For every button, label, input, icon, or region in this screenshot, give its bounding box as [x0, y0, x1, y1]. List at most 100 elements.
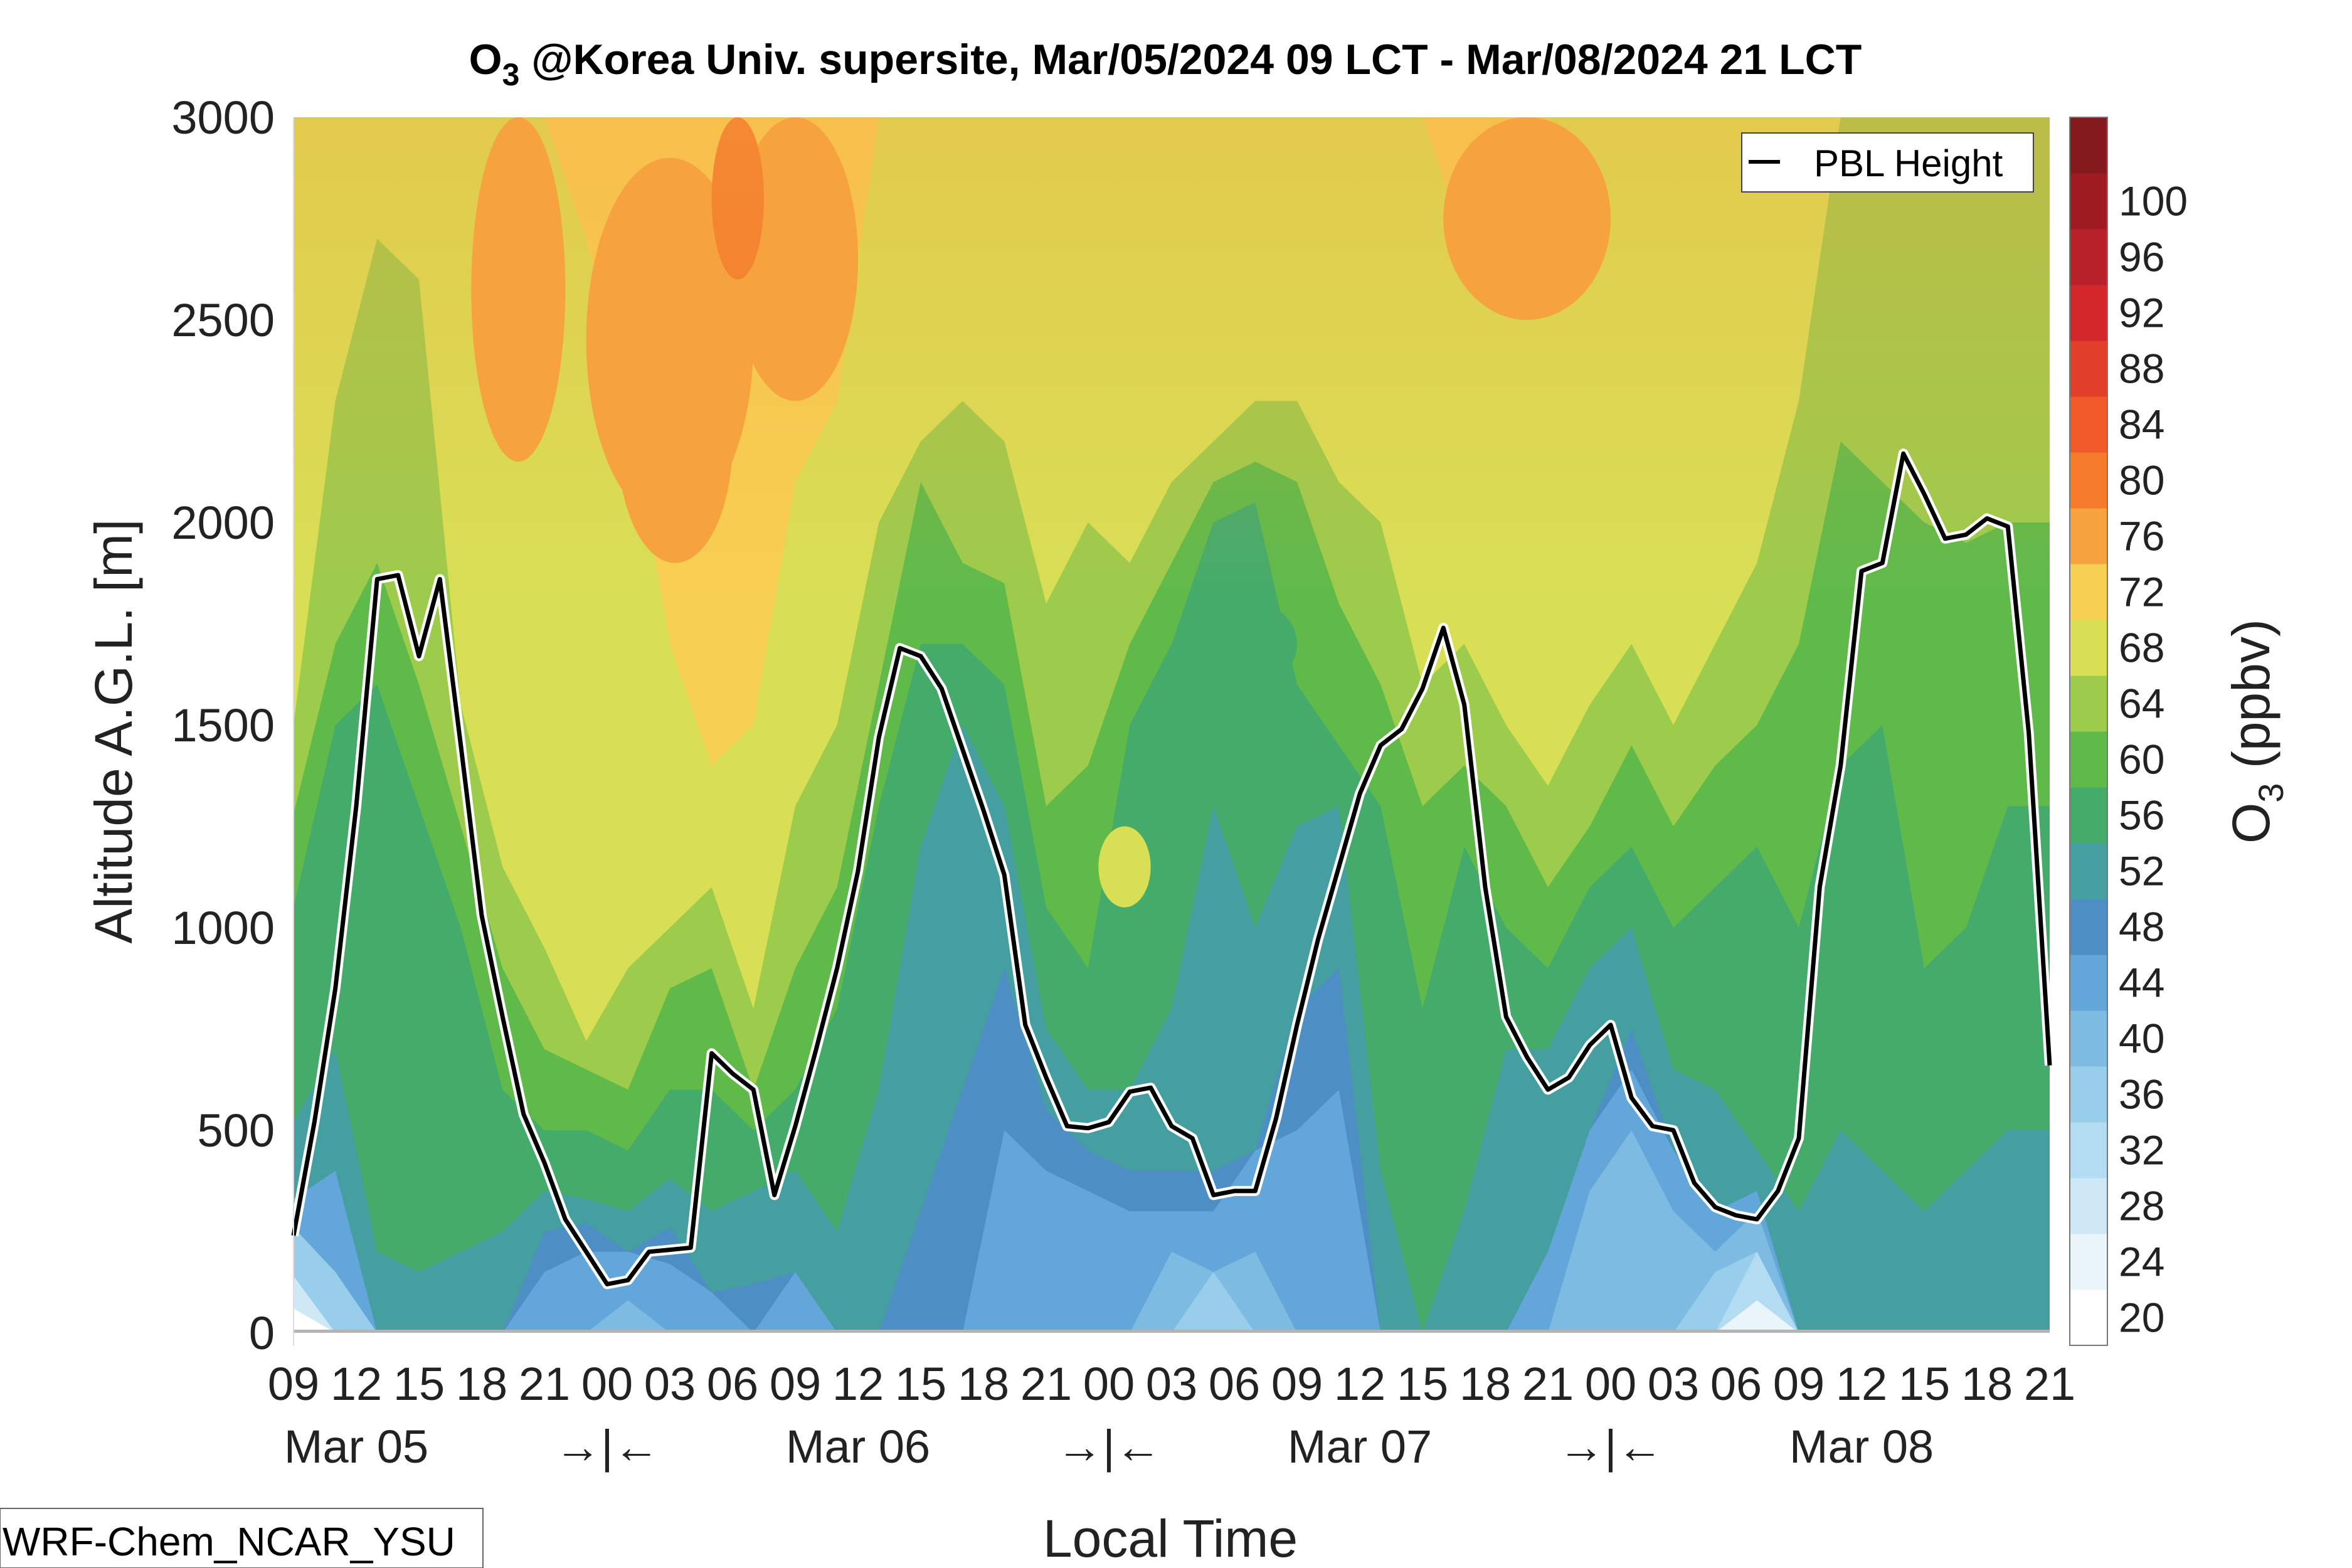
x-tick-label: 03 [644, 1358, 696, 1410]
night-marker: →|← [1558, 1421, 1663, 1473]
colorbar-swatch [2070, 1010, 2107, 1067]
y-tick-label: 3000 [171, 92, 275, 144]
night-marker: →|← [554, 1421, 659, 1473]
x-tick-label: 06 [1710, 1358, 1762, 1410]
colorbar-tick-label: 56 [2119, 792, 2164, 839]
colorbar-swatch [2070, 564, 2107, 620]
upper-air-shading [294, 117, 2050, 1333]
x-tick-labels: 09 12 15 18 21 00 03 06 09 12 15 18 21 00 03 06 09 12 15 18… [268, 1358, 2075, 1410]
colorbar-swatch [2070, 955, 2107, 1011]
colorbar-swatch [2070, 173, 2107, 230]
date-label: Mar 06 [786, 1421, 930, 1473]
x-tick-label: 15 [895, 1358, 946, 1410]
legend: PBL Height [1741, 132, 2034, 193]
model-label: WRF-Chem_NCAR_YSU [3, 1519, 455, 1564]
colorbar-swatch [2070, 620, 2107, 676]
x-tick-label: 18 [1961, 1358, 2013, 1410]
x-tick-label: 12 [331, 1358, 382, 1410]
x-tick-label: 00 [1585, 1358, 1636, 1410]
y-tick-label: 500 [198, 1104, 275, 1157]
x-tick-label: 15 [393, 1358, 445, 1410]
x-tick-label: 21 [1522, 1358, 1574, 1410]
colorbar-tick-label: 92 [2119, 290, 2164, 336]
night-marker: →|← [1056, 1421, 1161, 1473]
ground-level-strip [294, 1330, 2050, 1333]
colorbar-tick-label: 76 [2119, 513, 2164, 559]
x-tick-label: 18 [1459, 1358, 1511, 1410]
x-tick-label: 06 [1209, 1358, 1260, 1410]
colorbar-swatch [2070, 787, 2107, 844]
colorbar-tick-label: 100 [2119, 178, 2188, 225]
x-tick-label: 12 [1836, 1358, 1887, 1410]
colorbar-tick-labels: 20 24 28 32 36 40 44 48 52 56 60 64 68 72 76 80 84 88 92 96… [2119, 178, 2188, 1341]
colorbar-label: O3 (ppbv) [2222, 619, 2291, 844]
y-tick-label: 0 [249, 1307, 275, 1359]
colorbar-swatch [2070, 396, 2107, 453]
legend-box [1741, 132, 2034, 193]
pbl-height-line [289, 448, 2055, 1290]
colorbar-tick-label: 72 [2119, 569, 2164, 615]
date-label: Mar 05 [284, 1421, 428, 1473]
colorbar-tick-label: 24 [2119, 1239, 2164, 1285]
colorbar-tick-label: 48 [2119, 904, 2164, 950]
y-tick-label: 2500 [171, 294, 275, 346]
colorbar-swatch [2070, 508, 2107, 564]
colorbar-swatch [2070, 1234, 2107, 1290]
colorbar-frame [2069, 117, 2108, 1346]
x-axis-label: Local Time [1043, 1509, 1298, 1568]
x-tick-label: 12 [832, 1358, 884, 1410]
model-label-frame [0, 1508, 484, 1568]
colorbar-swatch [2070, 1122, 2107, 1179]
x-tick-label: 21 [519, 1358, 570, 1410]
colorbar-tick-label: 60 [2119, 736, 2164, 783]
colorbar-tick-label: 80 [2119, 457, 2164, 504]
y-axis-label: Altitude A.G.L. [m] [84, 519, 143, 944]
x-tick-label: 21 [2024, 1358, 2075, 1410]
colorbar-swatch [2070, 899, 2107, 955]
y-tick-labels: 0 500 1000 1500 2000 2500 3000 [171, 92, 275, 1359]
colorbar-swatch [2070, 452, 2107, 509]
x-tick-label: 15 [1899, 1358, 1950, 1410]
colorbar-tick-label: 96 [2119, 234, 2164, 280]
colorbar-tick-label: 32 [2119, 1127, 2164, 1173]
colorbar [2069, 117, 2108, 1346]
model-label-box: WRF-Chem_NCAR_YSU [0, 1508, 484, 1568]
legend-label: PBL Height [1814, 142, 2003, 184]
y-tick-label: 2000 [171, 497, 275, 549]
x-tick-label: 09 [1271, 1358, 1323, 1410]
colorbar-tick-label: 20 [2119, 1295, 2164, 1341]
colorbar-tick-label: 40 [2119, 1015, 2164, 1062]
colorbar-tick-label: 64 [2119, 681, 2164, 727]
x-tick-label: 18 [456, 1358, 507, 1410]
colorbar-swatch [2070, 117, 2107, 174]
colorbar-tick-label: 28 [2119, 1183, 2164, 1229]
colorbar-swatch [2070, 843, 2107, 899]
pbl-line [291, 451, 2052, 1286]
date-label: Mar 07 [1288, 1421, 1432, 1473]
colorbar-tick-label: 84 [2119, 401, 2164, 448]
colorbar-tick-label: 68 [2119, 625, 2164, 671]
y-tick-label: 1500 [171, 699, 275, 751]
x-tick-label: 15 [1397, 1358, 1448, 1410]
date-label: Mar 08 [1789, 1421, 1934, 1473]
colorbar-swatch [2070, 675, 2107, 732]
x-tick-label: 06 [707, 1358, 758, 1410]
x-tick-label: 09 [268, 1358, 319, 1410]
chart-title: O3 @Korea Univ. supersite, Mar/05/2024 0… [469, 36, 1862, 92]
x-tick-label: 03 [1146, 1358, 1197, 1410]
x-tick-label: 00 [1083, 1358, 1135, 1410]
date-labels: Mar 05 Mar 06 Mar 07 Mar 08 →|← →|← →|← [284, 1421, 1934, 1473]
x-tick-label: 12 [1334, 1358, 1385, 1410]
y-tick-label: 1000 [171, 902, 275, 954]
colorbar-tick-label: 36 [2119, 1071, 2164, 1118]
x-tick-label: 09 [1773, 1358, 1825, 1410]
colorbar-swatch [2070, 1290, 2107, 1346]
x-tick-label: 21 [1020, 1358, 1072, 1410]
colorbar-swatch [2070, 341, 2107, 397]
colorbar-swatch [2070, 1178, 2107, 1234]
colorbar-tick-label: 88 [2119, 346, 2164, 392]
x-tick-label: 03 [1648, 1358, 1699, 1410]
colorbar-tick-label: 44 [2119, 960, 2164, 1006]
colorbar-swatch [2070, 731, 2107, 788]
